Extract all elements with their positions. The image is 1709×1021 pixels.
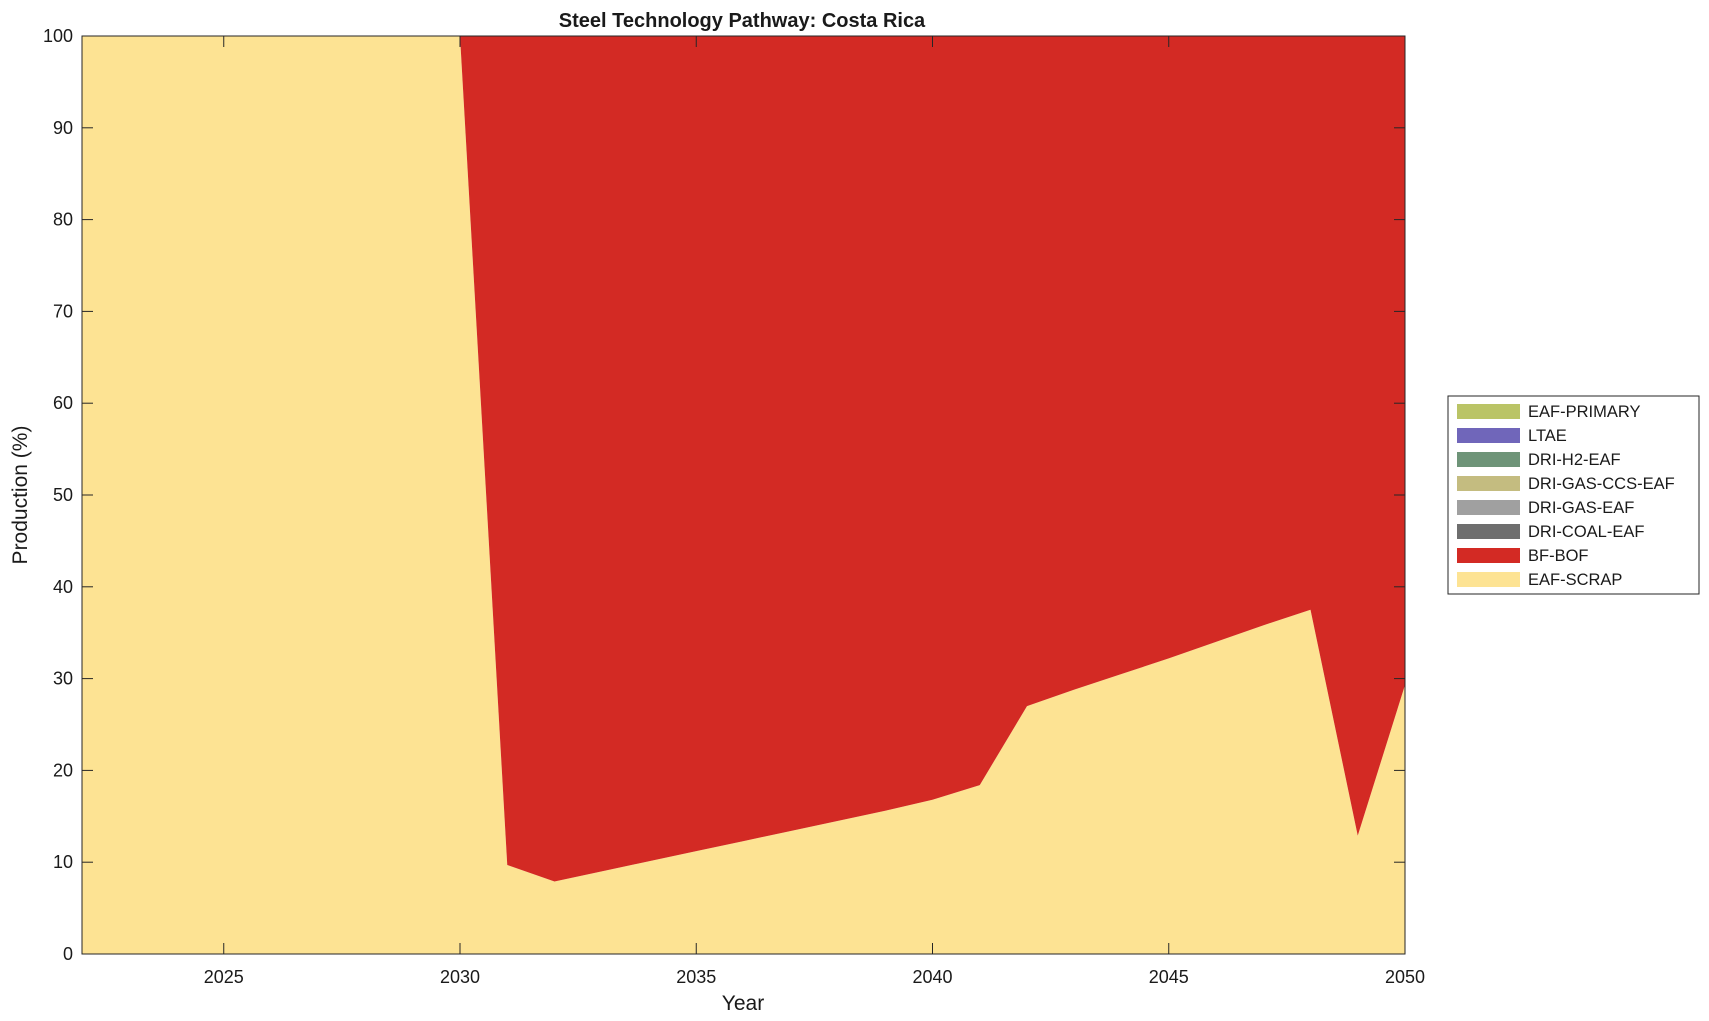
legend-label-ltae: LTAE [1528, 427, 1567, 445]
legend-swatch-ltae [1457, 428, 1520, 443]
y-tick-label: 100 [43, 26, 73, 46]
y-tick-label: 40 [53, 577, 73, 597]
legend-label-dri-h2-eaf: DRI-H2-EAF [1528, 451, 1621, 469]
area-series-group [82, 36, 1405, 954]
legend-label-eaf-primary: EAF-PRIMARY [1528, 403, 1640, 421]
y-tick-label: 90 [53, 118, 73, 138]
y-tick-label: 70 [53, 301, 73, 321]
legend: EAF-PRIMARY LTAE DRI-H2-EAF DRI-GAS-CCS-EAF… [1447, 395, 1700, 595]
y-tick-label: 60 [53, 393, 73, 413]
legend-label-eaf-scrap: EAF-SCRAP [1528, 571, 1622, 589]
x-axis: 2025 2030 2035 2040 2045 2050 [204, 36, 1425, 987]
chart-title: Steel Technology Pathway: Costa Rica [559, 10, 926, 32]
legend-swatch-eaf-primary [1457, 404, 1520, 419]
area-bf-bof [82, 36, 1405, 882]
x-tick-label: 2025 [204, 967, 244, 987]
y-axis: 0 10 20 30 40 50 60 70 80 90 100 [43, 26, 1405, 964]
legend-label-dri-coal-eaf: DRI-COAL-EAF [1528, 523, 1644, 541]
y-tick-label: 50 [53, 485, 73, 505]
y-tick-label: 10 [53, 852, 73, 872]
y-axis-label: Production (%) [9, 426, 32, 565]
y-tick-label: 20 [53, 760, 73, 780]
legend-label-bf-bof: BF-BOF [1528, 547, 1589, 565]
legend-swatch-dri-h2-eaf [1457, 452, 1520, 467]
legend-swatch-bf-bof [1457, 548, 1520, 563]
x-tick-label: 2030 [440, 967, 480, 987]
legend-label-dri-gas-eaf: DRI-GAS-EAF [1528, 499, 1634, 517]
legend-swatch-dri-coal-eaf [1457, 524, 1520, 539]
legend-label-dri-gas-ccs-eaf: DRI-GAS-CCS-EAF [1528, 475, 1675, 493]
x-tick-label: 2050 [1385, 967, 1425, 987]
legend-swatch-dri-gas-eaf [1457, 500, 1520, 515]
x-tick-label: 2040 [912, 967, 952, 987]
legend-swatch-eaf-scrap [1457, 572, 1520, 587]
y-tick-label: 80 [53, 210, 73, 230]
x-axis-label: Year [722, 992, 764, 1015]
area-eaf-scrap [82, 36, 1405, 954]
y-tick-label: 0 [63, 944, 73, 964]
x-tick-label: 2035 [676, 967, 716, 987]
legend-swatch-dri-gas-ccs-eaf [1457, 476, 1520, 491]
y-tick-label: 30 [53, 669, 73, 689]
x-tick-label: 2045 [1149, 967, 1189, 987]
